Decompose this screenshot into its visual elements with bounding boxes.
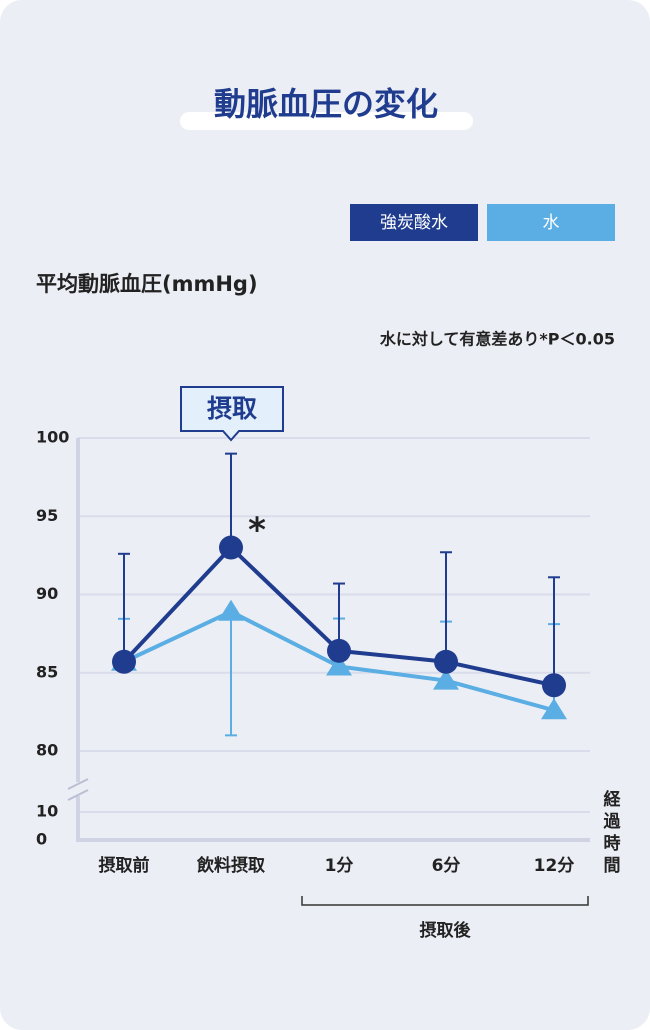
x-tick-label: 6分 (432, 856, 461, 876)
x-tick-label: 12分 (534, 856, 575, 876)
point (327, 638, 351, 663)
point (326, 654, 352, 676)
y-tick-label: 90 (36, 584, 58, 603)
y-tick-label: 0 (36, 830, 47, 849)
point (219, 535, 243, 560)
y-tick-label: 10 (36, 802, 58, 821)
x-tick-label: 摂取前 (99, 855, 150, 876)
point (542, 673, 566, 698)
legend-label: 強炭酸水 (380, 213, 448, 233)
y-tick-label: 95 (36, 506, 58, 525)
x-tick-label: 飲料摂取 (196, 855, 265, 876)
significance-mark: * (248, 511, 266, 551)
axis-break (67, 789, 89, 801)
y-tick-label: 100 (36, 428, 69, 447)
point (112, 649, 136, 674)
axis-break (67, 778, 89, 790)
legend-swatch (487, 204, 615, 241)
callout-box (180, 386, 284, 442)
x-tick-label: 1分 (325, 856, 354, 876)
significance-note: 水に対して有意差あり*P＜0.05 (380, 330, 615, 349)
point (541, 698, 567, 720)
point (434, 649, 458, 674)
point (218, 599, 244, 621)
y-tick-label: 85 (36, 662, 58, 681)
y-tick-label: 80 (36, 741, 58, 760)
callout-label: 摂取 (207, 394, 257, 423)
chart-title: 動脈血圧の変化 (214, 85, 438, 123)
x-axis-label: 経過時間 (604, 789, 622, 876)
title-highlight (180, 112, 473, 130)
group-bracket (301, 896, 589, 906)
legend-label: 水 (543, 213, 560, 233)
point (433, 668, 459, 690)
y-axis-label: 平均動脈血圧(mmHg) (36, 272, 258, 296)
group-label: 摂取後 (420, 920, 472, 941)
legend-swatch (350, 204, 478, 241)
